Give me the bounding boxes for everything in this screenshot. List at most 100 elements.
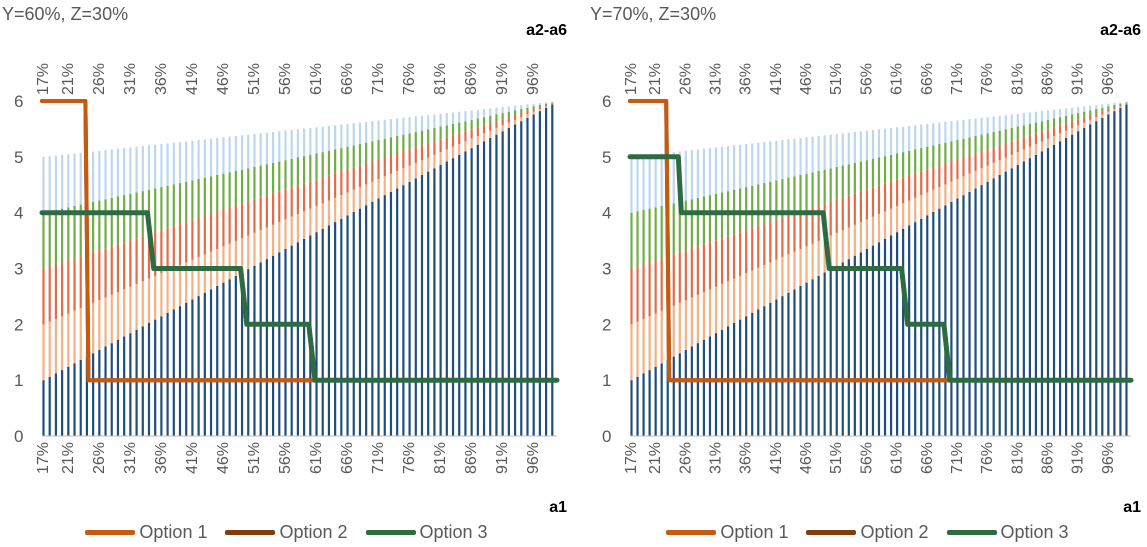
x-tick-label-top: 51%	[246, 63, 263, 95]
x-tick-label-bottom: 61%	[308, 442, 325, 474]
x-tick-label-top: 41%	[768, 63, 785, 95]
x-tick-label-top: 56%	[858, 63, 875, 95]
x-tick-label-bottom: 17%	[623, 442, 640, 474]
x-tick-label-bottom: 76%	[401, 442, 418, 474]
x-tick-label-bottom: 81%	[1009, 442, 1026, 474]
background-bands	[630, 101, 1128, 436]
x-tick-label-top: 71%	[370, 63, 387, 95]
x-tick-label-top: 21%	[647, 63, 664, 95]
y-tick-label: 0	[14, 427, 23, 446]
x-tick-label-bottom: 46%	[798, 442, 815, 474]
x-tick-label-top: 21%	[60, 63, 77, 95]
x-tick-label-top: 31%	[708, 63, 725, 95]
legend-swatch-option-2	[806, 529, 857, 535]
x-tick-label-top: 96%	[1100, 63, 1117, 95]
x-tick-label-top: 96%	[525, 63, 542, 95]
x-tick-label-bottom: 96%	[1100, 442, 1117, 474]
y-tick-label: 4	[602, 204, 611, 223]
x-tick-label-bottom: 31%	[122, 442, 139, 474]
secondary-axis-label: a2-a6	[1100, 22, 1141, 39]
x-tick-label-bottom: 81%	[432, 442, 449, 474]
series-line-option-3	[39, 210, 560, 383]
x-tick-label-top: 51%	[828, 63, 845, 95]
x-tick-label-bottom: 61%	[889, 442, 906, 474]
x-tick-label-bottom: 71%	[370, 442, 387, 474]
x-tick-label-bottom: 71%	[949, 442, 966, 474]
x-tick-label-top: 76%	[979, 63, 996, 95]
legend-swatch-option-1	[85, 529, 136, 535]
x-tick-label-bottom: 46%	[215, 442, 232, 474]
x-tick-label-bottom: 21%	[647, 442, 664, 474]
legend-2: Option 1 Option 2 Option 3	[588, 519, 1147, 545]
legend-swatch-option-1	[666, 529, 717, 535]
x-tick-label-top: 26%	[91, 63, 108, 95]
legend-item-option-1: Option 1	[85, 522, 207, 543]
x-tick-label-bottom: 86%	[463, 442, 480, 474]
y-tick-label: 6	[14, 92, 23, 111]
legend-label-option-1: Option 1	[139, 521, 208, 542]
x-tick-label-top: 17%	[35, 63, 52, 95]
background-bands	[42, 101, 554, 436]
x-tick-label-top: 26%	[677, 63, 694, 95]
legend-item-option-3: Option 3	[365, 521, 488, 543]
x-tick-label-top: 41%	[184, 63, 201, 95]
x-tick-label-bottom: 51%	[828, 442, 845, 474]
chart-title: Y=60%, Z=30%	[2, 4, 128, 24]
x-tick-label-bottom: 66%	[339, 442, 356, 474]
x-tick-label-top: 36%	[738, 63, 755, 95]
x-tick-label-top: 86%	[463, 63, 480, 95]
legend-label-option-1: Option 1	[720, 521, 789, 542]
legend-label-option-3: Option 3	[1000, 521, 1069, 542]
x-tick-label-top: 31%	[122, 63, 139, 95]
chart-panel-2: Y=70%, Z=30% a2-a6 a1 0 1 2 3 4 5 6 17% 17% 21% 21% 26…	[588, 0, 1147, 547]
x-tick-label-top: 91%	[1070, 63, 1087, 95]
legend-item-option-2: Option 2	[225, 522, 348, 543]
x-tick-label-top: 66%	[919, 63, 936, 95]
x-axis-label: a1	[1123, 499, 1141, 516]
x-tick-label-bottom: 26%	[91, 442, 108, 474]
legend-item-option-2: Option 2	[806, 521, 929, 543]
y-tick-label: 5	[14, 148, 23, 167]
x-tick-label-top: 81%	[1009, 63, 1026, 95]
x-tick-label-top: 71%	[949, 63, 966, 95]
y-tick-label: 1	[602, 371, 611, 390]
y-tick-label: 6	[602, 92, 611, 111]
x-tick-label-bottom: 91%	[1070, 442, 1087, 474]
x-tick-label-bottom: 91%	[494, 442, 511, 474]
x-tick-label-bottom: 31%	[708, 442, 725, 474]
legend-item-option-3: Option 3	[946, 521, 1069, 543]
x-tick-label-top: 46%	[798, 63, 815, 95]
x-tick-label-top: 76%	[401, 63, 418, 95]
y-tick-label: 5	[602, 148, 611, 167]
y-tick-label: 3	[602, 260, 611, 279]
x-tick-label-top: 56%	[277, 63, 294, 95]
chart-2-svg: Y=70%, Z=30% a2-a6 a1 0 1 2 3 4 5 6 17% 17% 21% 21% 26…	[590, 4, 1141, 516]
chart-1-svg: Y=60%, Z=30% a2-a6 a1 0 1 2 3 4 5 6 17% 17% 21% 21% 26…	[2, 4, 567, 516]
legend-swatch-option-3	[365, 529, 416, 535]
legend-swatch-option-3	[946, 529, 997, 535]
y-tick-label: 2	[14, 315, 23, 334]
x-axis-label: a1	[549, 499, 567, 516]
x-tick-label-bottom: 36%	[153, 442, 170, 474]
y-tick-label: 3	[14, 260, 23, 279]
x-tick-label-top: 66%	[339, 63, 356, 95]
x-tick-label-bottom: 56%	[277, 442, 294, 474]
x-tick-label-bottom: 66%	[919, 442, 936, 474]
legend-label-option-2: Option 2	[860, 521, 929, 542]
legend-swatch-option-2	[225, 529, 276, 535]
chart-panel-1: Y=60%, Z=30% a2-a6 a1 0 1 2 3 4 5 6 17% 17% 21% 21% 26…	[0, 0, 573, 547]
secondary-axis-label: a2-a6	[526, 22, 567, 39]
x-tick-label-bottom: 86%	[1039, 442, 1056, 474]
x-tick-label-bottom: 51%	[246, 442, 263, 474]
x-tick-label-top: 61%	[889, 63, 906, 95]
x-tick-label-bottom: 21%	[60, 442, 77, 474]
x-tick-label-top: 81%	[432, 63, 449, 95]
x-tick-label-top: 86%	[1039, 63, 1056, 95]
y-tick-label: 4	[14, 204, 23, 223]
x-tick-label-bottom: 96%	[525, 442, 542, 474]
legend-item-option-1: Option 1	[666, 522, 788, 543]
legend-label-option-3: Option 3	[419, 521, 488, 542]
x-tick-label-bottom: 36%	[738, 442, 755, 474]
legend-1: Option 1 Option 2 Option 3	[0, 519, 573, 545]
series-line-option-1	[40, 99, 559, 383]
